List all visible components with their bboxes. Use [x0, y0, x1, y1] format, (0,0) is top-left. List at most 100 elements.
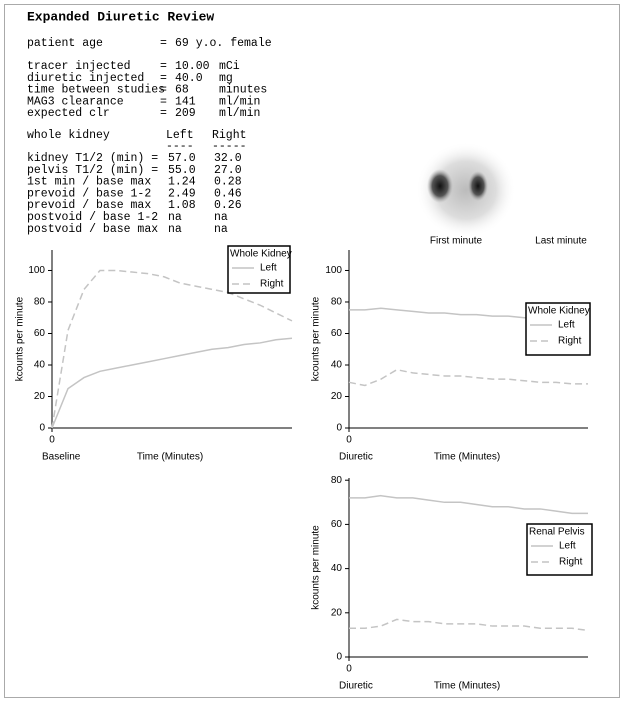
scan-label: First minute: [430, 236, 483, 247]
table-rule: -----: [212, 140, 247, 153]
field-label: time between studies: [27, 84, 165, 97]
field-value: 68: [175, 84, 189, 97]
y-tick-label: 20: [331, 391, 343, 402]
table-cell: 55.0: [168, 164, 196, 177]
table-header: whole kidney: [27, 129, 110, 142]
field-eq: =: [160, 72, 167, 85]
field-value: 69 y.o. female: [175, 37, 272, 50]
table-cell: 1.08: [168, 199, 196, 212]
y-tick-label: 40: [331, 360, 343, 371]
legend-label: Left: [558, 320, 575, 331]
legend-label: Right: [559, 557, 583, 568]
series-line: [348, 368, 588, 387]
chart: 0 20 40 60 80 100 0 Baseline Time (Minutes) kcoun…: [15, 245, 293, 463]
y-tick-label: 0: [39, 423, 45, 434]
phase-label: Baseline: [42, 452, 81, 463]
y-tick-label: 60: [331, 328, 343, 339]
report-title: Expanded Diuretic Review: [27, 9, 214, 24]
field-unit: mg: [219, 72, 233, 85]
y-axis-label: kcounts per minute: [15, 296, 26, 381]
row-label: prevoid / base max: [27, 199, 151, 212]
series-line: [349, 618, 589, 632]
table-cell: 0.28: [214, 176, 242, 189]
legend-label: Right: [260, 279, 284, 290]
row-label: postvoid / base 1-2: [27, 211, 158, 224]
field-eq: =: [160, 107, 167, 120]
field-unit: mCi: [219, 60, 240, 73]
table-cell: 2.49: [168, 187, 196, 200]
field-unit: minutes: [219, 84, 267, 97]
table-header: Right: [212, 129, 247, 142]
table-header: Left: [166, 129, 194, 142]
field-eq: =: [160, 60, 167, 73]
series-line: [51, 269, 293, 429]
legend-title: Whole Kidney: [528, 306, 590, 317]
chart: 0 20 40 60 80 100 0 Diuretic Time (Minutes) kcoun…: [311, 250, 591, 463]
table-cell: 57.0: [168, 152, 196, 165]
table-cell: 1.24: [168, 176, 196, 189]
field-value: 40.0: [175, 72, 203, 85]
table-rule: ----: [166, 140, 194, 153]
row-label: 1st min / base max: [27, 176, 151, 189]
y-tick-label: 80: [331, 475, 343, 486]
phase-label: Diuretic: [339, 452, 373, 463]
series-line: [51, 337, 293, 429]
y-axis-label: kcounts per minute: [311, 525, 322, 610]
phase-label: Diuretic: [339, 681, 373, 692]
legend-label: Left: [559, 541, 576, 552]
table-cell: 0.46: [214, 187, 242, 200]
x-tick-label: 0: [346, 664, 352, 675]
legend-title: Whole Kidney: [230, 249, 292, 260]
row-label: kidney T1/2 (min) =: [27, 152, 158, 165]
y-tick-label: 0: [336, 423, 342, 434]
y-tick-label: 80: [331, 297, 343, 308]
field-label: MAG3 clearance: [27, 95, 124, 108]
legend-box: [526, 523, 593, 576]
page-border: [4, 4, 620, 698]
y-tick-label: 60: [331, 519, 343, 530]
row-label: postvoid / base max: [27, 223, 158, 236]
legend-box: [525, 302, 591, 356]
x-axis-label: Time (Minutes): [137, 452, 203, 463]
table-cell: 32.0: [214, 152, 242, 165]
legend-label: Right: [558, 336, 582, 347]
field-label: patient age: [27, 37, 103, 50]
field-label: expected clr: [27, 107, 110, 120]
y-tick-label: 60: [34, 328, 46, 339]
table-cell: na: [168, 211, 182, 224]
y-tick-label: 40: [331, 563, 343, 574]
field-value: 10.00: [175, 60, 210, 73]
y-tick-label: 100: [325, 265, 342, 276]
legend-label: Left: [260, 263, 277, 274]
y-tick-label: 40: [34, 360, 46, 371]
y-tick-label: 20: [34, 391, 46, 402]
y-tick-label: 20: [331, 607, 343, 618]
field-label: diuretic injected: [27, 72, 144, 85]
x-tick-label: 0: [49, 435, 55, 446]
field-value: 141: [175, 95, 196, 108]
y-tick-label: 0: [336, 652, 342, 663]
x-tick-label: 0: [346, 435, 352, 446]
field-value: 209: [175, 107, 196, 120]
y-tick-label: 100: [28, 265, 45, 276]
scan-label: Last minute: [535, 236, 587, 247]
series-line: [349, 494, 588, 515]
field-eq: =: [160, 84, 167, 97]
chart: 0 20 40 60 80 0 Diuretic Time (Minutes) kcounts …: [311, 475, 593, 692]
x-axis-label: Time (Minutes): [434, 452, 500, 463]
y-tick-label: 80: [34, 297, 46, 308]
legend-title: Renal Pelvis: [529, 527, 585, 538]
field-eq: =: [160, 95, 167, 108]
row-label: prevoid / base 1-2: [27, 187, 151, 200]
y-axis-label: kcounts per minute: [311, 296, 322, 381]
table-cell: 0.26: [214, 199, 242, 212]
row-label: pelvis T1/2 (min) =: [27, 164, 158, 177]
field-eq: =: [160, 37, 167, 50]
table-cell: na: [168, 223, 182, 236]
table-cell: na: [214, 211, 228, 224]
table-cell: 27.0: [214, 164, 242, 177]
field-unit: ml/min: [219, 95, 260, 108]
scan-image: [416, 142, 516, 238]
field-unit: ml/min: [219, 107, 260, 120]
